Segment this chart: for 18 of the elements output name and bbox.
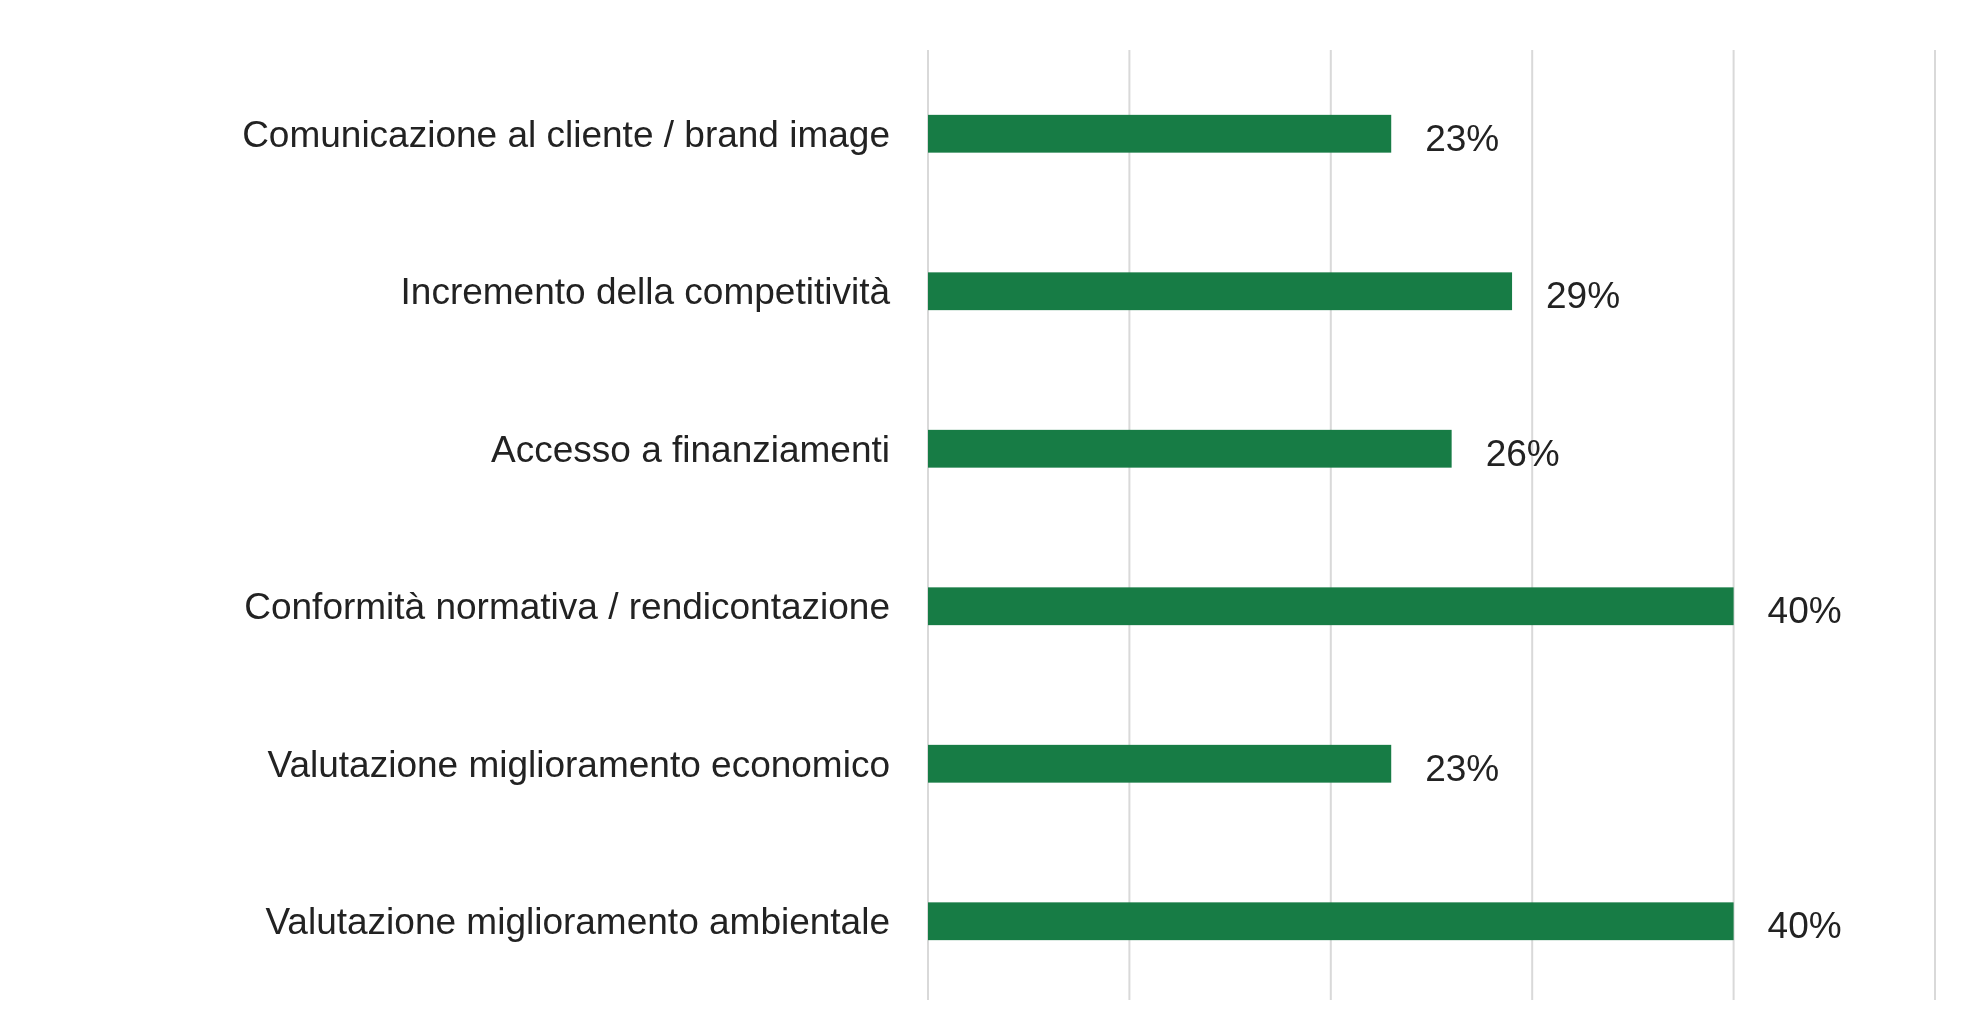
y-tick-label: Accesso a finanziamenti (491, 428, 890, 470)
y-tick-label: Conformità normativa / rendicontazione (244, 586, 890, 628)
data-label: 29% (1546, 275, 1621, 317)
data-label: 40% (1767, 590, 1842, 632)
data-label: 23% (1425, 117, 1500, 159)
bar (928, 902, 1734, 941)
bar (928, 429, 1452, 468)
bar (928, 114, 1392, 153)
data-label: 23% (1425, 747, 1500, 789)
y-tick-label: Valutazione miglioramento economico (267, 743, 890, 785)
bar (928, 587, 1734, 626)
y-tick-label: Comunicazione al cliente / brand image (242, 113, 890, 155)
bar (928, 744, 1392, 783)
y-tick-label: Valutazione miglioramento ambientale (265, 901, 890, 943)
data-label: 26% (1485, 432, 1560, 474)
data-label: 40% (1767, 905, 1842, 947)
y-tick-label: Incremento della competitività (400, 271, 891, 313)
bar (928, 272, 1513, 311)
